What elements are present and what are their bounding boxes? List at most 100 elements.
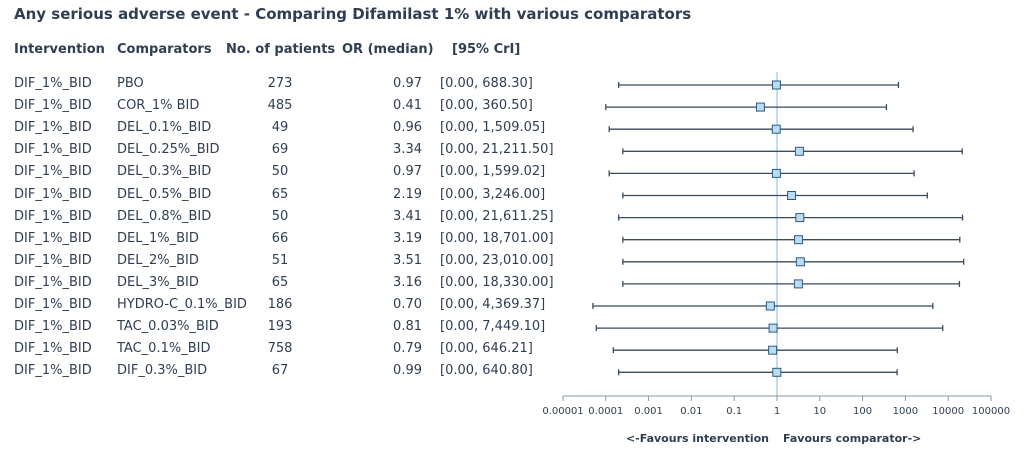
cell-or: 0.79 [393,341,422,357]
favours-comparator-label: Favours comparator-> [783,432,921,445]
header-intervention: Intervention [14,42,105,57]
cell-patients: 186 [267,297,293,312]
cell-ci: [0.00, 18,701.00] [440,230,554,246]
cell-comparator: DIF_0.3%_BID [117,363,208,379]
x-tick-label: 0.00001 [542,406,583,417]
or-marker [794,146,804,156]
or-marker [771,168,781,178]
cell-ci: [0.00, 21,611.25] [440,208,554,224]
cell-comparator: PBO [117,76,144,91]
cell-or: 0.97 [393,164,422,180]
cell-intervention: DIF_1%_BID [14,363,92,379]
cell-comparator: DEL_3%_BID [117,274,199,290]
cell-comparator: DEL_2%_BID [117,252,199,268]
cell-patients: 67 [271,363,289,379]
x-tick-label: 10000 [932,406,964,417]
cell-ci: [0.00, 640.80] [440,363,533,379]
cell-or: 2.19 [393,186,422,202]
cell-comparator: DEL_0.3%_BID [117,164,212,180]
cell-patients: 51 [271,252,289,268]
cell-patients: 485 [267,98,293,114]
cell-ci: [0.00, 360.50] [440,98,533,114]
cell-comparator: DEL_0.8%_BID [117,208,212,224]
cell-or: 3.16 [393,274,422,290]
or-marker [793,279,803,289]
cell-patients: 193 [267,319,293,335]
cell-ci: [0.00, 4,369.37] [440,297,546,312]
cell-comparator: TAC_0.03%_BID [117,319,219,335]
cell-ci: [0.00, 688.30] [440,76,533,91]
cell-comparator: HYDRO-C_0.1%_BID [117,297,247,312]
chart-title: Any serious adverse event - Comparing Di… [14,5,692,23]
x-tick-label: 1000 [893,406,918,417]
cell-ci: [0.00, 646.21] [440,341,533,357]
or-marker [787,191,797,200]
cell-intervention: DIF_1%_BID [14,120,92,136]
header-patients: No. of patients [226,42,336,57]
x-tick-label: 1 [774,406,780,417]
cell-ci: [0.00, 1,599.02] [440,164,546,180]
or-marker [794,235,804,245]
cell-comparator: COR_1% BID [117,98,200,114]
cell-or: 0.97 [393,76,422,91]
cell-or: 0.41 [393,98,422,114]
cell-ci: [0.00, 7,449.10] [440,319,546,335]
cell-intervention: DIF_1%_BID [14,274,92,290]
x-tick-label: 10 [813,406,826,417]
cell-comparator: TAC_0.1%_BID [117,341,211,357]
cell-patients: 758 [267,341,293,357]
or-marker [771,80,781,90]
header-or: OR (median) [342,42,434,57]
header-comparators: Comparators [117,42,212,57]
x-tick-label: 100000 [972,406,1010,417]
cell-ci: [0.00, 18,330.00] [440,274,554,290]
or-marker [755,102,765,112]
cell-or: 0.70 [393,297,422,312]
or-marker [768,323,778,333]
cell-ci: [0.00, 23,010.00] [440,252,554,268]
x-tick-label: 0.1 [726,406,742,417]
cell-intervention: DIF_1%_BID [14,164,92,180]
header-ci: [95% CrI] [452,42,521,57]
or-marker [772,367,782,377]
cell-intervention: DIF_1%_BID [14,341,92,357]
cell-patients: 49 [271,120,289,136]
cell-or: 3.41 [393,208,422,224]
cell-comparator: DEL_1%_BID [117,230,199,246]
or-marker [795,213,805,223]
cell-intervention: DIF_1%_BID [14,186,92,202]
or-marker [795,257,805,267]
cell-intervention: DIF_1%_BID [14,98,92,114]
x-tick-label: 0.0001 [588,406,623,417]
cell-ci: [0.00, 3,246.00] [440,186,546,202]
cell-or: 0.99 [393,363,422,379]
cell-intervention: DIF_1%_BID [14,142,92,158]
or-marker [768,345,778,355]
cell-intervention: DIF_1%_BID [14,230,92,246]
cell-patients: 273 [267,76,293,91]
cell-comparator: DEL_0.1%_BID [117,120,212,136]
cell-intervention: DIF_1%_BID [14,208,92,224]
cell-or: 3.19 [393,230,422,246]
or-marker [771,124,781,134]
x-tick-label: 100 [853,406,872,417]
cell-ci: [0.00, 1,509.05] [440,120,546,136]
cell-patients: 65 [271,186,289,202]
cell-or: 0.81 [393,319,422,335]
cell-or: 3.34 [393,142,422,158]
cell-patients: 50 [271,208,289,224]
or-marker [765,301,775,311]
cell-intervention: DIF_1%_BID [14,319,92,335]
cell-patients: 50 [271,164,289,180]
cell-intervention: DIF_1%_BID [14,252,92,268]
cell-comparator: DEL_0.5%_BID [117,186,212,202]
x-tick-label: 0.001 [634,406,663,417]
cell-or: 0.96 [393,120,422,136]
cell-intervention: DIF_1%_BID [14,297,92,312]
x-tick-label: 0.01 [680,406,702,417]
cell-or: 3.51 [393,252,422,268]
cell-comparator: DEL_0.25%_BID [117,142,220,158]
cell-patients: 65 [271,274,289,290]
cell-intervention: DIF_1%_BID [14,76,92,91]
